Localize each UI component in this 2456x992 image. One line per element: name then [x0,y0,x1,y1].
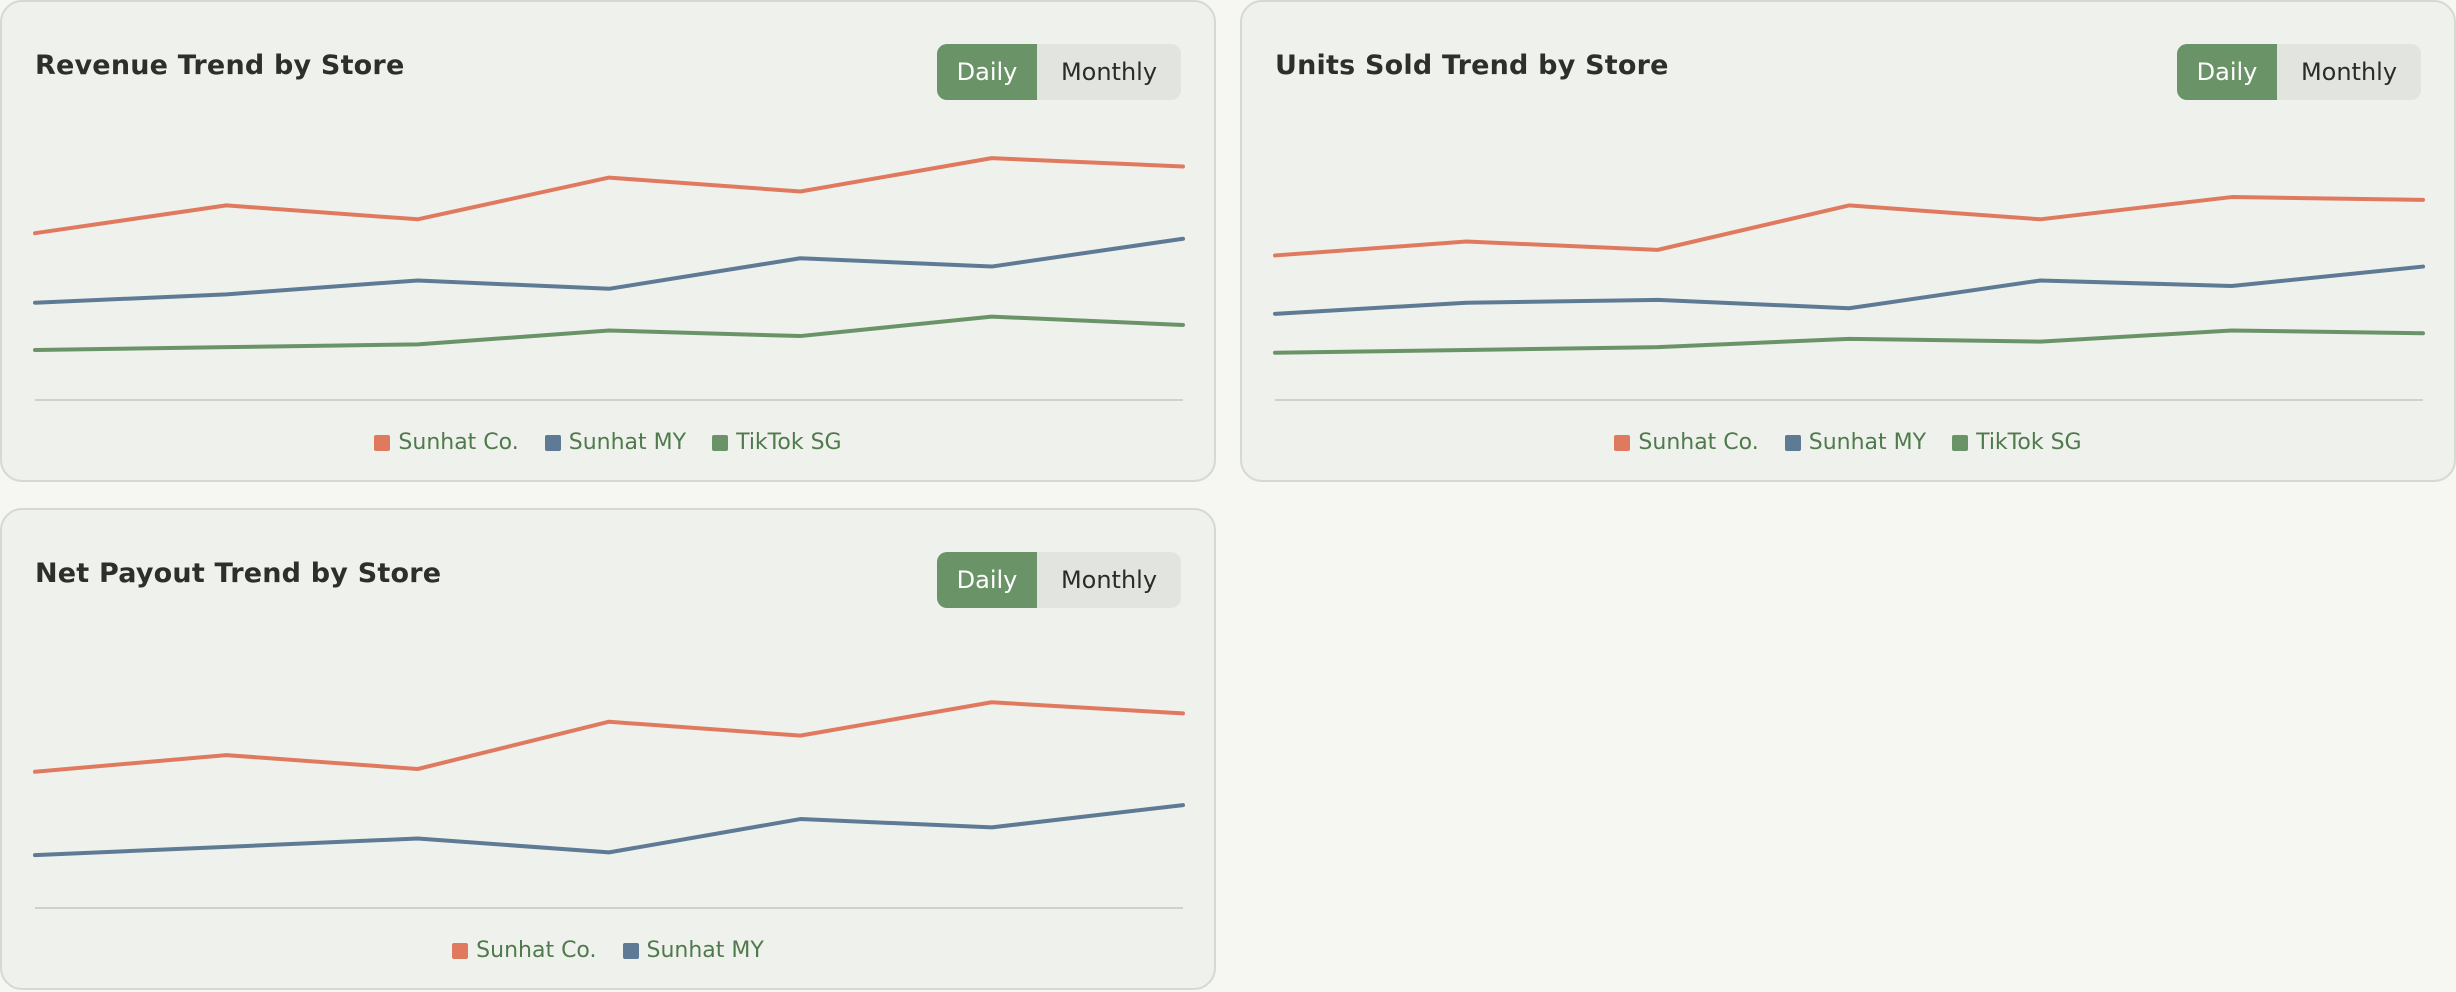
units-series-line-0[interactable] [1273,195,2425,258]
revenue-legend-swatch-sunhat-co [374,434,391,451]
payout-series-line-0[interactable] [33,700,1185,774]
payout-period-toggle: Daily Monthly [937,552,1181,608]
revenue-legend-label-sunhat-co: Sunhat Co. [398,430,519,455]
units-line-chart [1273,195,2425,401]
revenue-chart-legend: Sunhat Co. Sunhat MY TikTok SG [2,430,1214,455]
revenue-chart-title: Revenue Trend by Store [35,50,405,81]
revenue-daily-button[interactable]: Daily [937,44,1037,100]
revenue-line-chart [33,156,1185,401]
units-chart-legend: Sunhat Co. Sunhat MY TikTok SG [1242,430,2454,455]
units-legend-item-sunhat-co[interactable]: Sunhat Co. [1614,430,1759,455]
units-sold-trend-card: Units Sold Trend by Store Daily Monthly … [1240,0,2456,482]
units-series-line-1[interactable] [1273,264,2425,316]
units-legend-label-tiktok-sg: TikTok SG [1976,430,2082,455]
revenue-trend-card: Revenue Trend by Store Daily Monthly Sun… [0,0,1216,482]
revenue-legend-swatch-sunhat-my [544,434,561,451]
payout-line-chart [33,700,1185,909]
payout-series-line-1[interactable] [33,803,1185,858]
payout-monthly-button[interactable]: Monthly [1037,552,1181,608]
revenue-period-toggle: Daily Monthly [937,44,1181,100]
revenue-legend-swatch-tiktok-sg [712,434,729,451]
payout-chart-legend: Sunhat Co. Sunhat MY [2,938,1214,963]
revenue-legend-label-tiktok-sg: TikTok SG [736,430,842,455]
revenue-legend-label-sunhat-my: Sunhat MY [568,430,687,455]
units-legend-label-sunhat-my: Sunhat MY [1808,430,1927,455]
units-legend-swatch-sunhat-my [1784,434,1801,451]
units-series-line-2[interactable] [1273,328,2425,355]
units-legend-label-sunhat-co: Sunhat Co. [1638,430,1759,455]
units-legend-item-sunhat-my[interactable]: Sunhat MY [1784,430,1927,455]
revenue-legend-item-sunhat-my[interactable]: Sunhat MY [544,430,687,455]
units-daily-button[interactable]: Daily [2177,44,2277,100]
payout-legend-label-sunhat-my: Sunhat MY [646,938,764,963]
units-monthly-button[interactable]: Monthly [2277,44,2421,100]
revenue-series-line-2[interactable] [33,314,1185,352]
units-period-toggle: Daily Monthly [2177,44,2421,100]
payout-legend-label-sunhat-co: Sunhat Co. [476,938,597,963]
units-chart-title: Units Sold Trend by Store [1275,50,1669,81]
revenue-series-line-0[interactable] [33,156,1185,236]
payout-daily-button[interactable]: Daily [937,552,1037,608]
payout-legend-item-sunhat-co[interactable]: Sunhat Co. [452,938,597,963]
net-payout-trend-card: Net Payout Trend by Store Daily Monthly … [0,508,1216,990]
payout-legend-item-sunhat-my[interactable]: Sunhat MY [622,938,764,963]
revenue-legend-item-sunhat-co[interactable]: Sunhat Co. [374,430,519,455]
payout-legend-swatch-sunhat-my [622,942,639,959]
revenue-monthly-button[interactable]: Monthly [1037,44,1181,100]
units-legend-swatch-tiktok-sg [1952,434,1969,451]
revenue-series-line-1[interactable] [33,236,1185,305]
units-legend-item-tiktok-sg[interactable]: TikTok SG [1952,430,2082,455]
payout-legend-swatch-sunhat-co [452,942,469,959]
revenue-legend-item-tiktok-sg[interactable]: TikTok SG [712,430,842,455]
payout-chart-title: Net Payout Trend by Store [35,558,442,589]
units-legend-swatch-sunhat-co [1614,434,1631,451]
